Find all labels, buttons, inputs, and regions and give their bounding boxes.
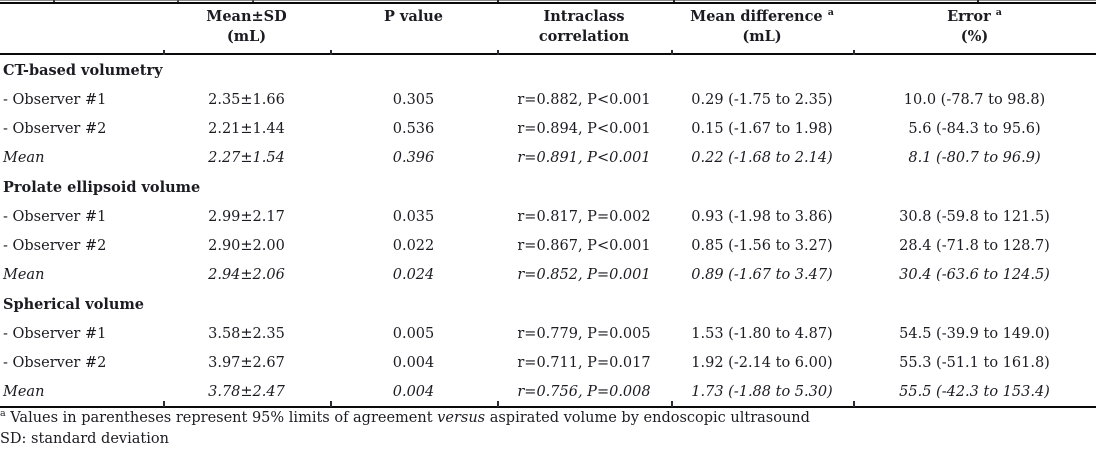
section-title: Prolate ellipsoid volume: [3, 178, 201, 196]
column-header-unit: (mL): [742, 28, 782, 45]
row-label: Mean: [3, 266, 45, 283]
column-header-label: Intraclass: [543, 8, 625, 25]
rule-junction-ticks: [0, 401, 2, 407]
column-header-mean-difference: Mean difference a (mL): [671, 2, 853, 55]
column-header-unit: (mL): [226, 28, 267, 45]
cell-error: 28.4 (-71.8 to 128.7): [899, 237, 1050, 254]
cell-error: 30.4 (-63.6 to 124.5): [899, 266, 1050, 283]
footnote-sd: SD: standard deviation: [0, 431, 169, 447]
footnote-text: aspirated volume by endoscopic ultrasoun…: [485, 410, 810, 426]
cell-mean-sd: 2.21±1.44: [208, 120, 285, 137]
cell-p-value: 0.024: [392, 266, 435, 283]
column-header-label: Error: [947, 8, 991, 25]
table-row: - Observer #1 2.35±1.66 0.305 r=0.882, P…: [0, 85, 1096, 114]
section-title: CT-based volumetry: [3, 61, 163, 79]
table-row: - Observer #2 2.90±2.00 0.022 r=0.867, P…: [0, 231, 1096, 260]
cell-mean-sd: 2.99±2.17: [208, 208, 285, 225]
cell-intraclass-correlation: r=0.817, P=0.002: [517, 208, 651, 225]
cell-p-value: 0.305: [392, 91, 435, 108]
cell-p-value: 0.004: [392, 354, 435, 371]
section-header-row: Spherical volume: [0, 289, 1096, 319]
cell-mean-difference: 0.15 (-1.67 to 1.98): [691, 120, 833, 137]
cell-error: 54.5 (-39.9 to 149.0): [899, 325, 1050, 342]
section-header-row: CT-based volumetry: [0, 54, 1096, 85]
section-header-row: Prolate ellipsoid volume: [0, 172, 1096, 202]
cell-mean-difference: 1.73 (-1.88 to 5.30): [671, 377, 853, 408]
rule-junction-ticks: [0, 50, 2, 55]
cell-intraclass-correlation: r=0.711, P=0.017: [517, 354, 651, 371]
row-label: - Observer #2: [3, 237, 107, 254]
table-row-mean: Mean 2.27±1.54 0.396 r=0.891, P<0.001 0.…: [0, 143, 1096, 172]
cell-mean-difference: 1.53 (-1.80 to 4.87): [691, 325, 833, 342]
cell-error: 5.6 (-84.3 to 95.6): [908, 120, 1041, 137]
section-title: Spherical volume: [3, 295, 145, 313]
footnote-marker-a: a: [827, 7, 834, 19]
cell-mean-sd: 2.35±1.66: [208, 91, 285, 108]
footnote-marker-a: a: [0, 408, 6, 420]
cell-p-value: 0.004: [330, 377, 497, 408]
column-header-empty: [0, 2, 163, 55]
column-header-label: Mean±SD: [206, 8, 287, 25]
cell-mean-difference: 0.89 (-1.67 to 3.47): [691, 266, 833, 283]
cell-mean-difference: 0.29 (-1.75 to 2.35): [691, 91, 833, 108]
column-header-error: Error a (%): [853, 2, 1096, 55]
cell-p-value: 0.022: [392, 237, 435, 254]
cell-mean-sd: 3.78±2.47: [163, 377, 330, 408]
cell-error: 8.1 (-80.7 to 96.9): [908, 149, 1041, 166]
cell-intraclass-correlation: r=0.894, P<0.001: [517, 120, 651, 137]
cell-mean-sd: 3.97±2.67: [208, 354, 285, 371]
cell-p-value: 0.396: [392, 149, 435, 166]
cell-mean-difference: 0.22 (-1.68 to 2.14): [691, 149, 833, 166]
row-label: - Observer #1: [3, 91, 107, 108]
column-header-mean-sd: Mean±SD (mL): [163, 2, 330, 55]
column-header-unit: (%): [960, 28, 989, 45]
column-header-p-value: P value: [330, 2, 497, 55]
cell-intraclass-correlation: r=0.882, P<0.001: [517, 91, 651, 108]
row-label: Mean: [0, 377, 163, 408]
cell-intraclass-correlation: r=0.756, P=0.008: [497, 377, 671, 408]
cell-intraclass-correlation: r=0.852, P=0.001: [517, 266, 651, 283]
table-row-mean: Mean 2.94±2.06 0.024 r=0.852, P=0.001 0.…: [0, 260, 1096, 289]
cell-intraclass-correlation: r=0.867, P<0.001: [517, 237, 651, 254]
results-table: Mean±SD (mL) P value Intraclass correlat…: [0, 2, 1096, 408]
footnote-text: Values in parentheses represent 95% limi…: [5, 410, 438, 426]
table-row-mean: Mean 3.78±2.47 0.004 r=0.756, P=0.008 1.…: [0, 377, 1096, 408]
cell-p-value: 0.536: [392, 120, 435, 137]
cell-error: 55.5 (-42.3 to 153.4): [853, 377, 1096, 408]
table-row: - Observer #1 2.99±2.17 0.035 r=0.817, P…: [0, 202, 1096, 231]
row-label: - Observer #2: [3, 354, 107, 371]
header-row: Mean±SD (mL) P value Intraclass correlat…: [0, 2, 1096, 55]
table-row: - Observer #1 3.58±2.35 0.005 r=0.779, P…: [0, 319, 1096, 348]
cell-error: 30.8 (-59.8 to 121.5): [899, 208, 1050, 225]
row-label: - Observer #2: [3, 120, 107, 137]
cell-mean-difference: 0.93 (-1.98 to 3.86): [691, 208, 833, 225]
cell-intraclass-correlation: r=0.779, P=0.005: [517, 325, 651, 342]
column-header-intraclass-correlation: Intraclass correlation: [497, 2, 671, 55]
column-header-label-line2: correlation: [538, 28, 630, 45]
cell-mean-difference: 0.85 (-1.56 to 3.27): [691, 237, 833, 254]
cell-error: 55.3 (-51.1 to 161.8): [899, 354, 1050, 371]
cell-mean-sd: 2.94±2.06: [208, 266, 285, 283]
cell-mean-sd: 2.90±2.00: [208, 237, 285, 254]
cell-p-value: 0.005: [392, 325, 435, 342]
table-footnotes: a Values in parentheses represent 95% li…: [0, 408, 1096, 450]
cell-mean-difference: 1.92 (-2.14 to 6.00): [691, 354, 833, 371]
cropped-caption-remnant: [0, 0, 1096, 1]
row-label: - Observer #1: [3, 325, 107, 342]
table-row: - Observer #2 3.97±2.67 0.004 r=0.711, P…: [0, 348, 1096, 377]
footnote-versus-italic: versus: [437, 410, 486, 426]
cell-mean-sd: 2.27±1.54: [208, 149, 285, 166]
row-label: - Observer #1: [3, 208, 107, 225]
footnote-a: a Values in parentheses represent 95% li…: [0, 408, 1096, 429]
table-row: - Observer #2 2.21±1.44 0.536 r=0.894, P…: [0, 114, 1096, 143]
column-header-label: P value: [383, 8, 444, 25]
cell-intraclass-correlation: r=0.891, P<0.001: [517, 149, 651, 166]
footnote-marker-a: a: [995, 7, 1002, 19]
row-label: Mean: [3, 149, 45, 166]
column-header-label: Mean difference: [690, 8, 823, 25]
cell-error: 10.0 (-78.7 to 98.8): [903, 91, 1046, 108]
cell-mean-sd: 3.58±2.35: [208, 325, 285, 342]
cell-p-value: 0.035: [392, 208, 435, 225]
